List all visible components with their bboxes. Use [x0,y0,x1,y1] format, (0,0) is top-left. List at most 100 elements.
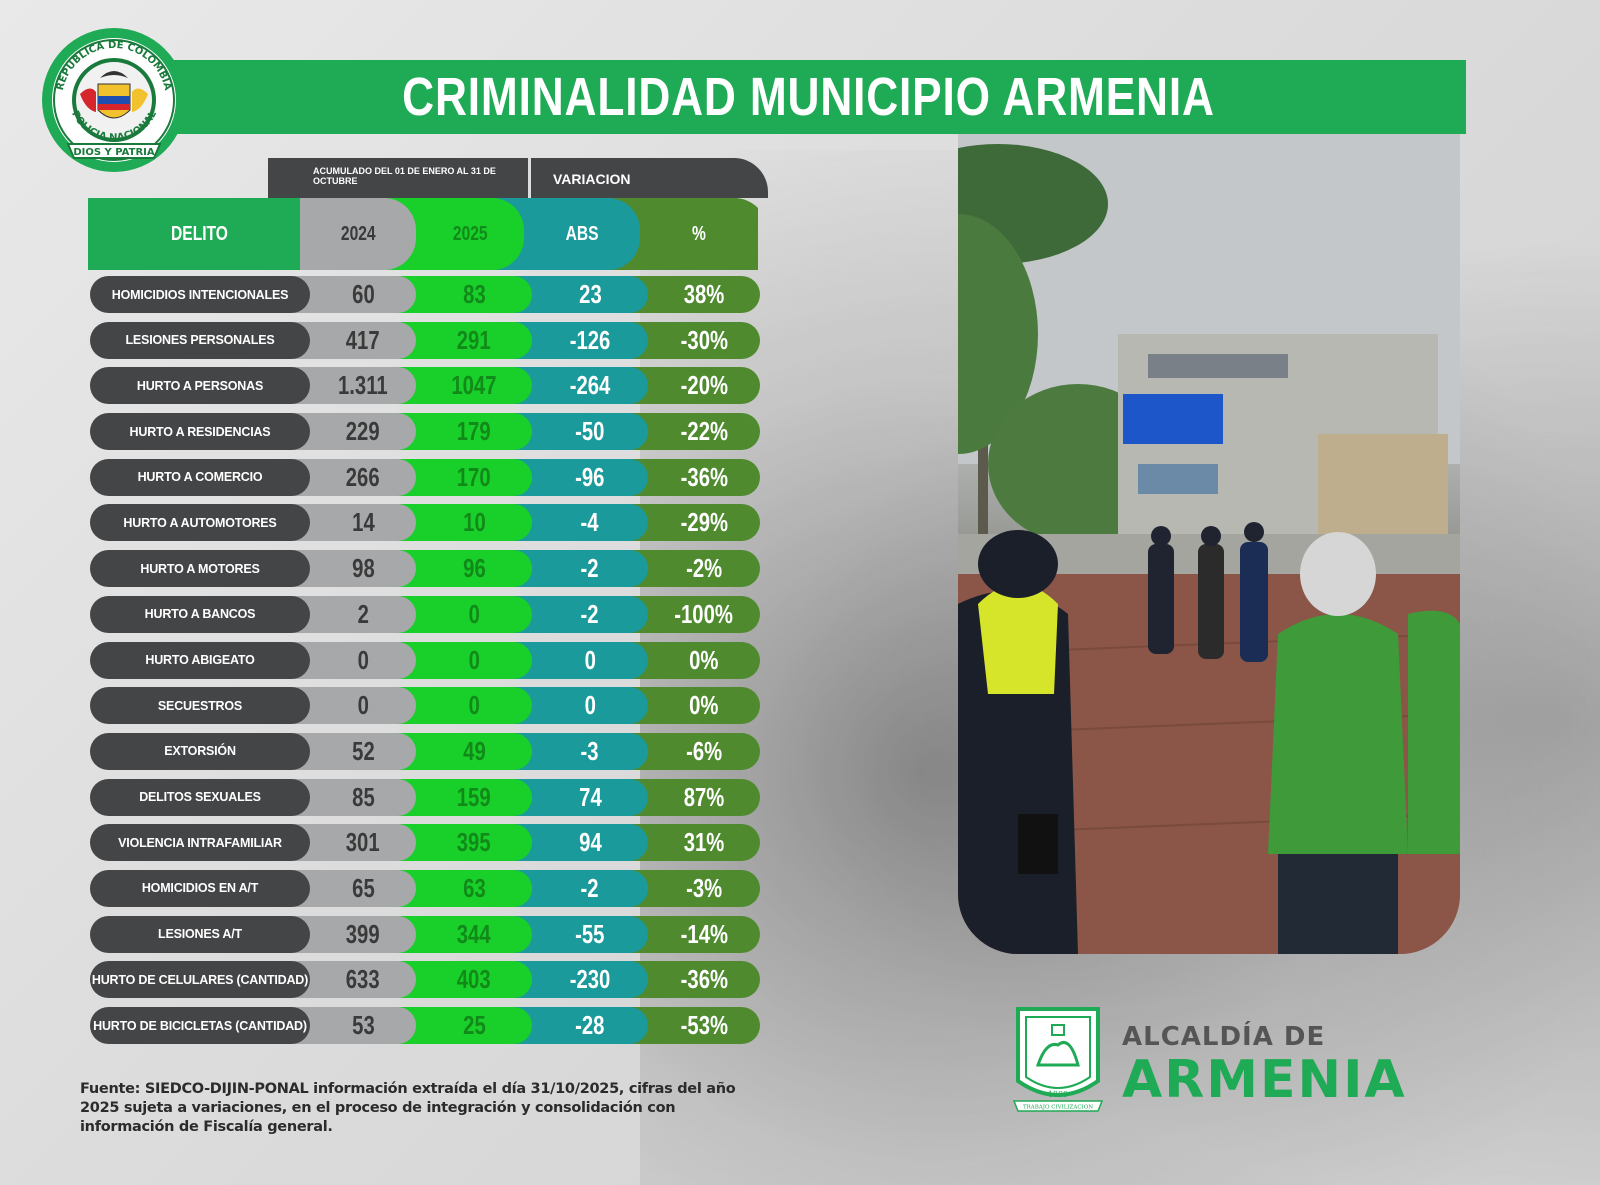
cell-abs: 0 [512,687,648,725]
table-row: LESIONES A/T 399 344 -55 -14% [90,915,768,953]
cell-abs: -230 [512,961,648,999]
cell-pct: -29% [628,504,760,542]
cell-abs: -55 [512,915,648,953]
cell-2025: 10 [396,504,532,542]
cell-pct: -14% [628,915,760,953]
cell-2024: 98 [290,550,416,588]
variation-label: VARIACION [553,171,631,187]
cell-delito: HURTO A RESIDENCIAS [90,413,310,451]
cell-2025: 179 [396,413,532,451]
armenia-label: ARMENIA [1122,1050,1407,1110]
cell-abs: -4 [512,504,648,542]
cell-2024: 85 [290,778,416,816]
table-row: HURTO DE CELULARES (CANTIDAD) 633 403 -230-… [90,961,768,999]
table-row: VIOLENCIA INTRAFAMILIAR 301 395 94 31% [90,824,768,862]
table-row: LESIONES PERSONALES 417 291 -126 -30% [90,321,768,359]
page-title: CRIMINALIDAD MUNICIPIO ARMENIA [401,67,1215,127]
cell-2024: 399 [290,915,416,953]
cell-delito: HURTO A COMERCIO [90,458,310,496]
cell-delito: VIOLENCIA INTRAFAMILIAR [90,824,310,862]
cell-2024: 14 [290,504,416,542]
cell-pct: 0% [628,687,760,725]
cell-abs: -126 [512,321,648,359]
cell-2025: 1047 [396,367,532,405]
cell-delito: LESIONES A/T [90,915,310,953]
cell-pct: -2% [628,550,760,588]
period-label: ACUMULADO DEL 01 DE ENERO AL 31 DE OCTUB… [313,166,496,186]
cell-delito: HURTO A BANCOS [90,595,310,633]
column-header-row: DELITO 2024 2025 ABS % [88,198,768,270]
table-row: SECUESTROS 0 0 0 0% [90,687,768,725]
cell-2025: 395 [396,824,532,862]
policia-nacional-seal: REPUBLICA DE COLOMBIA POLICIA NACIONAL D… [42,28,186,172]
cell-2025: 25 [396,1007,532,1044]
table-row: EXTORSIÓN 52 49 -3 -6% [90,732,768,770]
cell-2025: 403 [396,961,532,999]
cell-2024: 1.311 [290,367,416,405]
cell-abs: 94 [512,824,648,862]
cell-abs: -50 [512,413,648,451]
cell-abs: -96 [512,458,648,496]
table-row: HURTO DE BICICLETAS (CANTIDAD) 53 25 -28 -53… [90,1007,768,1044]
cell-pct: 31% [628,824,760,862]
cell-pct: -6% [628,732,760,770]
cell-abs: -2 [512,550,648,588]
cell-pct: -100% [628,595,760,633]
cell-pct: -22% [628,413,760,451]
table-row: HOMICIDIOS EN A/T 65 63 -2 -3% [90,869,768,907]
cell-pct: 38% [628,276,760,313]
table-row: HURTO A MOTORES 98 96 -2 -2% [90,550,768,588]
cell-delito: HOMICIDIOS EN A/T [90,869,310,907]
cell-pct: -30% [628,321,760,359]
cell-2024: 633 [290,961,416,999]
cell-2025: 96 [396,550,532,588]
photo-illustration [958,134,1460,954]
alcaldia-label: ALCALDÍA DE [1122,1022,1326,1052]
cell-2024: 301 [290,824,416,862]
cell-2024: 65 [290,869,416,907]
table-row: HURTO A COMERCIO 266 170 -96 -36% [90,458,768,496]
cell-pct: -53% [628,1007,760,1044]
column-header-delito: DELITO [88,198,310,270]
cell-2025: 159 [396,778,532,816]
cell-pct: -36% [628,961,760,999]
cell-abs: 74 [512,778,648,816]
cell-2025: 0 [396,641,532,679]
cell-delito: HURTO DE BICICLETAS (CANTIDAD) [90,1007,310,1044]
cell-abs: -28 [512,1007,648,1044]
cell-delito: DELITOS SEXUALES [90,778,310,816]
cell-abs: -264 [512,367,648,405]
column-header-2024: 2024 [300,198,416,270]
table-row: HURTO A AUTOMOTORES 14 10 -4 -29% [90,504,768,542]
cell-2024: 229 [290,413,416,451]
cell-2024: 0 [290,641,416,679]
source-footnote: Fuente: SIEDCO-DIJIN-PONAL información e… [80,1081,736,1135]
cell-pct: -36% [628,458,760,496]
cell-2025: 0 [396,595,532,633]
cell-delito: LESIONES PERSONALES [90,321,310,359]
cell-abs: 0 [512,641,648,679]
table-row: HOMICIDIOS INTENCIONALES 60 83 23 38% [90,276,768,313]
cell-delito: HURTO DE CELULARES (CANTIDAD) [90,961,310,999]
cell-delito: HURTO A PERSONAS [90,367,310,405]
cell-delito: HURTO A AUTOMOTORES [90,504,310,542]
cell-2025: 291 [396,321,532,359]
alcaldia-coat-of-arms: 1889 TRABAJO CIVILIZACION [1012,1007,1104,1112]
cell-pct: 87% [628,778,760,816]
cell-pct: -20% [628,367,760,405]
cell-2025: 0 [396,687,532,725]
table-row: HURTO A RESIDENCIAS 229 179 -50 -22% [90,413,768,451]
cell-2024: 53 [290,1007,416,1044]
cell-2025: 49 [396,732,532,770]
table-top-header: ACUMULADO DEL 01 DE ENERO AL 31 DE OCTUB… [268,158,768,198]
logo-year: 1889 [1048,1090,1068,1099]
cell-2024: 60 [290,276,416,313]
cell-delito: HURTO ABIGEATO [90,641,310,679]
table-row: HURTO A PERSONAS 1.311 1047 -264 -20% [90,367,768,405]
cell-2025: 83 [396,276,532,313]
cell-2024: 2 [290,595,416,633]
table-row: HURTO A BANCOS 2 0 -2 -100% [90,595,768,633]
seal-banner-text: DIOS Y PATRIA [73,147,155,158]
cell-delito: SECUESTROS [90,687,310,725]
cell-delito: EXTORSIÓN [90,732,310,770]
